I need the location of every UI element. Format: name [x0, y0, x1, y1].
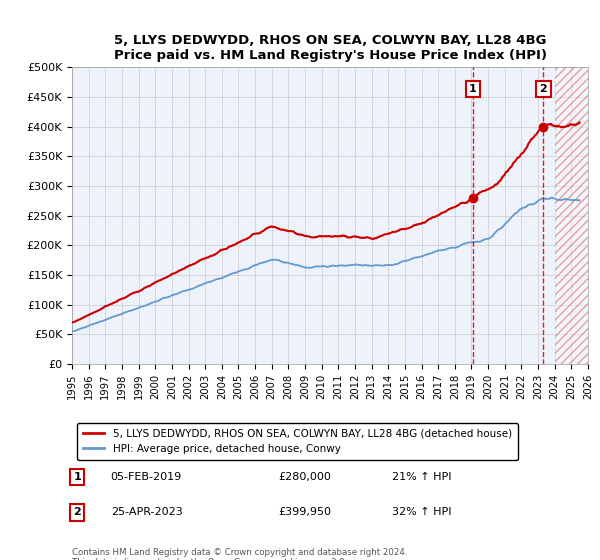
Text: £280,000: £280,000	[278, 472, 331, 482]
Text: £399,950: £399,950	[278, 507, 331, 517]
Text: 21% ↑ HPI: 21% ↑ HPI	[392, 472, 451, 482]
Text: Contains HM Land Registry data © Crown copyright and database right 2024.
This d: Contains HM Land Registry data © Crown c…	[72, 548, 407, 560]
Text: 1: 1	[73, 472, 81, 482]
Legend: 5, LLYS DEDWYDD, RHOS ON SEA, COLWYN BAY, LL28 4BG (detached house), HPI: Averag: 5, LLYS DEDWYDD, RHOS ON SEA, COLWYN BAY…	[77, 423, 518, 460]
Title: 5, LLYS DEDWYDD, RHOS ON SEA, COLWYN BAY, LL28 4BG
Price paid vs. HM Land Regist: 5, LLYS DEDWYDD, RHOS ON SEA, COLWYN BAY…	[113, 34, 547, 62]
Text: 32% ↑ HPI: 32% ↑ HPI	[392, 507, 451, 517]
Bar	[555, 67, 588, 364]
Text: 1: 1	[469, 84, 477, 94]
Text: 2: 2	[539, 84, 547, 94]
Text: 05-FEB-2019: 05-FEB-2019	[110, 472, 182, 482]
Text: 25-APR-2023: 25-APR-2023	[110, 507, 182, 517]
Text: 2: 2	[73, 507, 81, 517]
